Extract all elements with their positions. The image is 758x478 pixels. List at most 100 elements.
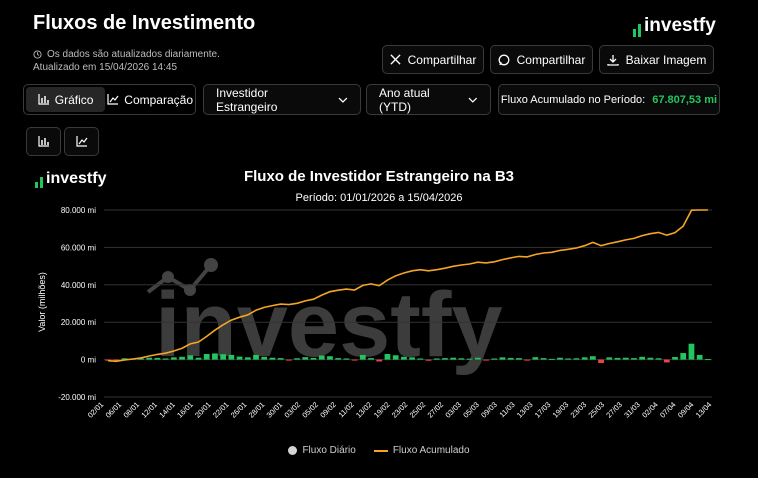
y-axis-ticks: -20.000 mi 0 mi 20.000 mi 40.000 mi 60.000 m…	[58, 206, 96, 402]
x-tick-label: 28/01	[247, 400, 267, 420]
x-tick-label: 19/03	[551, 400, 571, 420]
watermark-text: investfy	[155, 274, 503, 376]
daily-flow-bar	[220, 354, 227, 360]
info-update-frequency: Os dados são atualizados diariamente.	[47, 49, 220, 60]
investor-type-select[interactable]: Investidor Estrangeiro	[203, 84, 361, 115]
x-tick-label: 03/03	[443, 400, 463, 420]
daily-flow-bar	[474, 357, 481, 360]
x-tick-label: 07/04	[658, 400, 678, 420]
daily-flow-bar	[384, 353, 391, 360]
brand-logo: investfy	[633, 15, 716, 37]
line-chart-icon	[107, 94, 119, 105]
daily-flow-bar	[187, 355, 194, 360]
share-whatsapp-button[interactable]: Compartilhar	[490, 45, 593, 74]
daily-flow-bar	[663, 359, 670, 363]
x-tick-label: 11/03	[497, 400, 516, 419]
daily-flow-bar	[647, 357, 654, 360]
daily-flow-bar	[310, 357, 317, 360]
daily-flow-bar	[105, 359, 111, 361]
daily-flow-bar	[409, 357, 415, 360]
y-tick-label: 40.000 mi	[61, 281, 96, 290]
daily-flow-bar	[244, 357, 251, 360]
bar-chart-icon	[38, 94, 49, 105]
daily-flow-bar	[368, 358, 374, 360]
daily-flow-bar	[458, 358, 465, 360]
accum-value: 67.807,53 mi	[652, 93, 718, 106]
daily-flow-bar	[598, 359, 604, 363]
x-tick-label: 23/03	[569, 400, 589, 420]
x-tick-label: 05/02	[300, 400, 320, 420]
daily-flow-bar	[507, 357, 514, 360]
x-logo-icon	[390, 54, 401, 65]
x-tick-label: 14/01	[157, 400, 177, 420]
daily-flow-bar	[236, 356, 243, 360]
legend-item-daily[interactable]: Fluxo Diário	[288, 445, 356, 456]
daily-flow-bar	[516, 358, 522, 360]
daily-flow-bar	[121, 358, 128, 360]
daily-flow-bar	[705, 359, 711, 361]
x-tick-label: 25/02	[408, 400, 428, 420]
daily-flow-bar	[672, 356, 678, 360]
x-tick-label: 31/03	[622, 400, 642, 420]
daily-flow-bar	[557, 357, 563, 360]
watermark-trend-dot	[184, 284, 196, 296]
legend-dot-icon	[288, 446, 298, 455]
x-tick-label: 13/04	[694, 400, 714, 420]
logo-bars-icon	[633, 24, 641, 37]
x-tick-label: 09/04	[676, 400, 696, 420]
daily-flow-bar	[401, 356, 407, 360]
daily-flow-bar	[688, 343, 695, 360]
daily-flow-bar	[318, 355, 325, 360]
daily-flow-bar	[614, 357, 621, 360]
x-tick-label: 05/03	[461, 400, 481, 420]
daily-flow-bar	[450, 357, 457, 360]
period-select[interactable]: Ano atual (YTD)	[366, 84, 491, 115]
daily-flow-bar	[203, 353, 210, 360]
view-toggle: Gráfico Comparação	[23, 84, 196, 115]
daily-flow-bar	[581, 357, 588, 360]
daily-flow-bar	[359, 354, 366, 360]
line-chart-icon	[75, 136, 87, 147]
chart-type-bar-button[interactable]	[26, 127, 61, 156]
bar-chart-icon	[37, 136, 49, 147]
daily-flow-bar	[277, 358, 284, 360]
watermark-trend-dot	[204, 258, 218, 272]
logo-bars-icon	[35, 177, 43, 188]
x-tick-label: 09/03	[479, 400, 499, 420]
y-tick-label: -20.000 mi	[58, 393, 96, 402]
x-tick-label: 16/01	[175, 400, 195, 420]
view-compare-button[interactable]: Comparação	[107, 87, 193, 112]
chart-legend: Fluxo Diário Fluxo Acumulado	[0, 445, 758, 456]
watermark-trend-dot	[162, 271, 174, 283]
accumulated-flow-polyline	[108, 209, 708, 363]
share-x-button[interactable]: Compartilhar	[382, 45, 484, 74]
daily-flow-bar	[524, 359, 531, 361]
x-tick-label: 12/01	[139, 400, 159, 420]
legend-item-accumulated[interactable]: Fluxo Acumulado	[373, 445, 470, 456]
daily-flow-bar	[285, 359, 292, 361]
info-updated-at: Atualizado em 15/04/2026 14:45	[33, 62, 177, 73]
chart-type-line-button[interactable]	[64, 127, 99, 156]
daily-flow-bar	[351, 359, 358, 361]
accum-label: Fluxo Acumulado no Período:	[500, 93, 646, 106]
daily-flow-bar	[540, 358, 547, 360]
legend-line-icon	[373, 449, 388, 452]
daily-flow-bar	[138, 358, 144, 360]
chart-brand-logo: investfy	[35, 170, 106, 188]
daily-flow-bar	[195, 357, 202, 360]
x-axis-ticks: 02/0106/0108/0112/0114/0116/0120/0122/01…	[86, 400, 714, 420]
chart-title: Fluxo de Investidor Estrangeiro na B3	[243, 168, 515, 185]
whatsapp-icon	[498, 54, 510, 65]
daily-flow-bar	[392, 355, 399, 360]
x-tick-label: 13/02	[354, 400, 374, 420]
view-chart-button[interactable]: Gráfico	[26, 87, 106, 112]
download-icon	[606, 54, 619, 66]
daily-flow-bar	[343, 358, 350, 360]
accumulated-flow-line	[108, 209, 708, 363]
daily-flow-bar	[228, 354, 235, 360]
chevron-down-icon	[468, 97, 478, 103]
x-tick-label: 03/02	[282, 400, 302, 420]
accumulated-flow-summary: Fluxo Acumulado no Período: 67.807,53 mi	[498, 84, 720, 115]
chart-grid	[104, 209, 712, 398]
download-image-button[interactable]: Baixar Imagem	[599, 45, 714, 74]
